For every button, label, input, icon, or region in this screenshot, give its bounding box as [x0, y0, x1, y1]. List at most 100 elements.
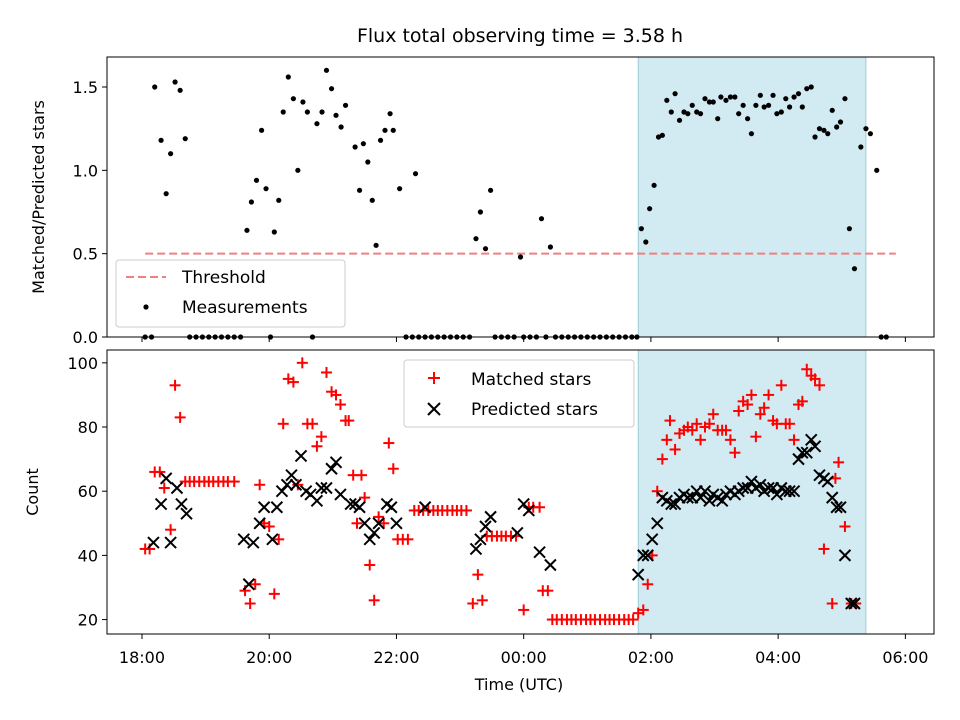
predicted-point [645, 533, 659, 546]
y-tick-label: 100 [67, 354, 98, 373]
measurement-point [328, 86, 335, 92]
measurement-point [356, 187, 363, 193]
predicted-point [770, 488, 784, 501]
legend-measurements-swatch [143, 304, 149, 310]
predicted-point-b [511, 526, 524, 540]
x-tick-label: 06:00 [882, 648, 928, 667]
top-x-axis [141, 337, 906, 342]
measurement-point [248, 199, 255, 205]
matched-point [627, 614, 639, 626]
matched-point [343, 415, 355, 427]
matched-point [169, 379, 181, 391]
predicted-point-b [372, 517, 385, 530]
measurement-point [799, 104, 805, 110]
measurement-point [482, 246, 489, 252]
legend-matched-label: Matched stars [471, 370, 591, 390]
matched-point [364, 559, 376, 571]
predicted-point [754, 478, 767, 491]
measurement-point [276, 197, 282, 203]
matched-point [351, 517, 363, 529]
predicted-point-b [469, 542, 483, 556]
matched-point [686, 424, 698, 436]
predicted-point [631, 568, 645, 581]
matched-point [775, 379, 787, 391]
predicted-point-b [385, 501, 398, 514]
chart-title: Flux total observing time = 3.58 h [357, 25, 683, 47]
predicted-point-b [363, 533, 376, 546]
predicted-point-b [310, 494, 324, 508]
predicted-point [668, 497, 682, 511]
measurement-point [689, 102, 695, 108]
predicted-point [180, 507, 193, 520]
predicted-point [469, 542, 483, 556]
measurement-point [834, 124, 840, 130]
top-observing-span [637, 56, 867, 338]
top-y-axis: 0.0 0.5 1.0 1.5 [73, 78, 107, 347]
x-tick-label: 00:00 [501, 648, 547, 667]
measurement-point [290, 96, 296, 102]
measurement-point [352, 144, 358, 150]
measurement-point [638, 226, 644, 232]
predicted-point-b [474, 533, 487, 546]
predicted-point-b [257, 501, 271, 514]
matched-stars-points [139, 357, 862, 626]
predicted-point-b [792, 452, 805, 466]
matched-point [788, 434, 800, 446]
measurement-point [244, 227, 250, 233]
measurement-point [382, 127, 388, 133]
top-y-axis-label: Matched/Predicted stars [29, 100, 48, 294]
predicted-point-b [154, 497, 168, 511]
measurement-point [314, 121, 320, 127]
measurement-point [412, 171, 419, 177]
legend-measurements-label: Measurements [182, 298, 308, 318]
measurement-point [338, 124, 344, 130]
predicted-point [367, 526, 381, 540]
measurement-point [672, 91, 678, 97]
y-tick-label: 1.5 [73, 78, 98, 97]
measurement-point [874, 167, 880, 173]
matched-point [315, 431, 327, 443]
predicted-point-b [418, 501, 432, 514]
matched-point [656, 453, 668, 465]
matched-point [174, 411, 186, 423]
matched-point [784, 418, 796, 430]
measurement-point [304, 109, 310, 115]
measurement-point [473, 236, 479, 242]
predicted-point-b [334, 488, 347, 501]
matched-point [292, 479, 304, 491]
measurement-point [786, 104, 793, 110]
predicted-point [329, 456, 343, 469]
predicted-point-b [745, 475, 758, 488]
matched-point [249, 578, 261, 590]
matched-point [809, 373, 821, 385]
predicted-point-b [242, 578, 256, 591]
predicted-point-b [479, 520, 492, 533]
matched-point [796, 395, 808, 407]
predicted-point [270, 501, 284, 514]
y-tick-label: 40 [78, 546, 98, 565]
measurement-point [825, 131, 831, 137]
matched-point [818, 543, 830, 555]
predicted-point [385, 501, 398, 514]
predicted-point-b [838, 549, 852, 562]
measurement-point [488, 187, 494, 193]
predicted-point [808, 440, 822, 453]
matched-point [826, 598, 838, 610]
matched-point [733, 405, 745, 417]
x-tick-label: 20:00 [246, 648, 292, 667]
predicted-point [533, 545, 546, 559]
matched-point [165, 524, 177, 536]
matched-point [763, 389, 775, 401]
measurement-point [547, 244, 553, 250]
measurement-point [397, 186, 403, 192]
measurement-point [842, 96, 848, 102]
predicted-point-b [631, 568, 645, 581]
predicted-point-b [736, 481, 750, 495]
predicted-point [164, 536, 177, 549]
matched-point [273, 533, 285, 545]
predicted-point-b [754, 478, 767, 491]
bottom-legend: Matched stars Predicted stars [403, 359, 635, 428]
measurement-point [778, 109, 784, 115]
measurement-point [643, 239, 649, 245]
